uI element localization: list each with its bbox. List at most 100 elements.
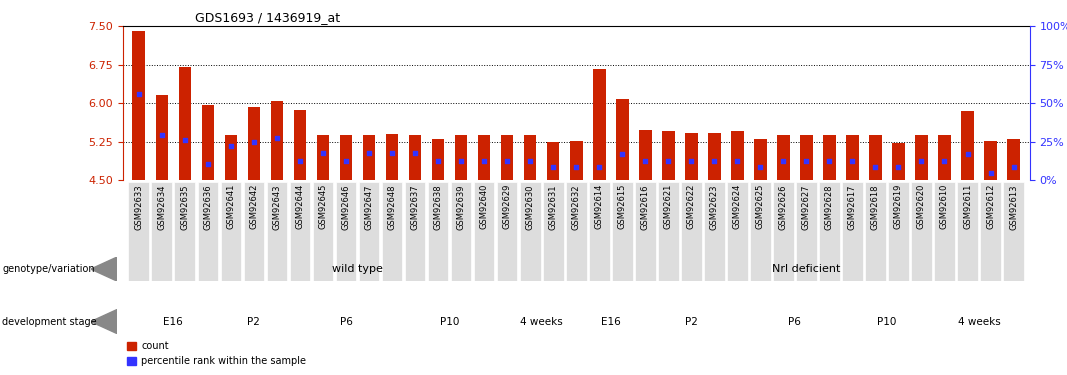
Bar — [961, 111, 974, 180]
Text: GSM92615: GSM92615 — [618, 184, 626, 230]
Bar — [708, 134, 720, 180]
FancyBboxPatch shape — [428, 182, 448, 281]
Text: GSM92648: GSM92648 — [387, 184, 397, 230]
Point — [200, 160, 217, 166]
Point — [407, 150, 424, 156]
Bar — [870, 135, 881, 180]
Point — [430, 158, 447, 164]
Bar — [248, 107, 260, 180]
Point — [705, 158, 722, 164]
Text: GSM92638: GSM92638 — [433, 184, 443, 230]
Text: GSM92614: GSM92614 — [594, 184, 604, 230]
Text: P2: P2 — [248, 316, 260, 327]
FancyBboxPatch shape — [865, 182, 886, 281]
FancyBboxPatch shape — [1003, 182, 1024, 281]
Bar — [293, 110, 306, 180]
FancyBboxPatch shape — [658, 182, 679, 281]
Text: 4 weeks: 4 weeks — [958, 316, 1001, 327]
Text: GSM92643: GSM92643 — [272, 184, 282, 230]
Text: GDS1693 / 1436919_at: GDS1693 / 1436919_at — [195, 11, 340, 24]
Text: GSM92611: GSM92611 — [964, 184, 972, 230]
FancyBboxPatch shape — [911, 182, 931, 281]
Point — [982, 170, 999, 176]
FancyBboxPatch shape — [243, 182, 265, 281]
Text: GSM92613: GSM92613 — [1009, 184, 1018, 230]
Point — [1005, 164, 1022, 170]
Bar — [616, 99, 628, 180]
Bar — [1007, 139, 1020, 180]
Point — [913, 158, 930, 164]
Text: GSM92626: GSM92626 — [779, 184, 787, 230]
Point — [498, 158, 515, 164]
FancyBboxPatch shape — [474, 182, 494, 281]
FancyBboxPatch shape — [773, 182, 794, 281]
FancyBboxPatch shape — [704, 182, 724, 281]
Point — [659, 158, 676, 164]
Legend: count, percentile rank within the sample: count, percentile rank within the sample — [123, 338, 310, 370]
Bar — [178, 67, 191, 180]
Bar — [385, 134, 398, 180]
Point — [775, 158, 792, 164]
Text: GSM92633: GSM92633 — [134, 184, 143, 230]
Bar — [846, 135, 859, 180]
Bar — [777, 135, 790, 180]
Text: GSM92628: GSM92628 — [825, 184, 834, 230]
Text: GSM92644: GSM92644 — [296, 184, 304, 230]
Bar — [224, 135, 237, 180]
FancyBboxPatch shape — [589, 182, 609, 281]
FancyBboxPatch shape — [934, 182, 955, 281]
Bar — [363, 135, 376, 180]
Text: GSM92641: GSM92641 — [226, 184, 236, 230]
Point — [959, 152, 976, 157]
Point — [844, 158, 861, 164]
Bar — [132, 32, 145, 180]
Text: GSM92630: GSM92630 — [526, 184, 535, 230]
Point — [683, 158, 700, 164]
FancyBboxPatch shape — [382, 182, 402, 281]
Point — [315, 150, 332, 156]
Bar — [570, 141, 583, 180]
Bar — [432, 139, 444, 180]
Bar — [409, 135, 421, 180]
Text: GSM92631: GSM92631 — [548, 184, 558, 230]
Bar — [662, 131, 674, 180]
Point — [544, 164, 561, 170]
FancyBboxPatch shape — [727, 182, 748, 281]
Bar — [593, 69, 606, 180]
Text: GSM92642: GSM92642 — [250, 184, 258, 230]
Bar — [754, 139, 767, 180]
Bar — [546, 142, 559, 180]
FancyBboxPatch shape — [635, 182, 655, 281]
Text: genotype/variation: genotype/variation — [2, 264, 95, 274]
Point — [269, 135, 286, 141]
Text: GSM92627: GSM92627 — [802, 184, 811, 230]
Point — [890, 164, 907, 170]
FancyBboxPatch shape — [450, 182, 472, 281]
Text: GSM92635: GSM92635 — [180, 184, 189, 230]
Bar — [455, 135, 467, 180]
Bar — [524, 135, 537, 180]
Point — [245, 139, 262, 145]
FancyBboxPatch shape — [520, 182, 541, 281]
Point — [176, 137, 193, 143]
Text: 4 weeks: 4 weeks — [521, 316, 563, 327]
Text: GSM92619: GSM92619 — [894, 184, 903, 230]
Text: wild type: wild type — [332, 264, 383, 274]
FancyBboxPatch shape — [819, 182, 840, 281]
FancyBboxPatch shape — [404, 182, 426, 281]
Text: P10: P10 — [440, 316, 459, 327]
Point — [798, 158, 815, 164]
FancyBboxPatch shape — [497, 182, 517, 281]
Bar — [317, 135, 330, 180]
Bar — [156, 96, 169, 180]
Bar — [339, 135, 352, 180]
Bar — [478, 135, 491, 180]
Text: GSM92637: GSM92637 — [411, 184, 419, 230]
Point — [936, 158, 953, 164]
Text: GSM92610: GSM92610 — [940, 184, 949, 230]
Text: GSM92618: GSM92618 — [871, 184, 880, 230]
Point — [591, 164, 608, 170]
Bar — [731, 131, 744, 180]
Text: GSM92629: GSM92629 — [503, 184, 511, 230]
Text: GSM92624: GSM92624 — [733, 184, 742, 230]
